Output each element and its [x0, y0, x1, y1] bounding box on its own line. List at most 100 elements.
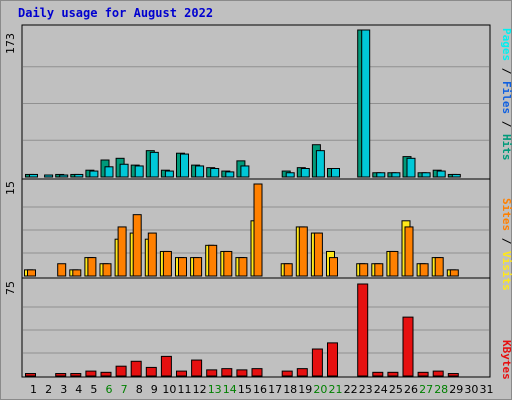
x-tick-label: 28: [434, 383, 448, 396]
bar-sites-day-4: [72, 269, 82, 277]
hits-panel-bars: [25, 29, 461, 178]
bar-sites-day-11: [178, 257, 187, 277]
x-tick-label: 4: [75, 383, 82, 396]
bar-kbytes-day-21: [327, 342, 338, 377]
legend-sites: Sites: [500, 198, 512, 231]
bar-kbytes-day-1: [25, 373, 36, 377]
bar-sites-day-24: [374, 263, 384, 277]
bar-kbytes-day-29: [447, 373, 459, 377]
bar-files-day-5: [89, 170, 99, 178]
bar-sites-day-8: [132, 214, 142, 277]
bar-kbytes-day-15: [236, 369, 248, 377]
legend-pages: Pages: [500, 28, 512, 61]
bar-files-day-18: [285, 172, 295, 178]
kbytes-panel-bars: [25, 283, 459, 377]
x-tick-label: 19: [298, 383, 312, 396]
hits-panel-frame: [21, 24, 491, 180]
bar-kbytes-day-27: [417, 371, 429, 377]
x-tick-label: 21: [329, 383, 343, 396]
legend-hits: Hits: [500, 134, 512, 161]
bar-files-day-8: [134, 165, 144, 178]
bar-sites-day-27: [419, 263, 429, 277]
bar-kbytes-day-19: [296, 368, 308, 377]
bar-files-day-20: [315, 150, 325, 178]
bar-files-day-19: [300, 168, 310, 178]
x-tick-label: 31: [480, 383, 494, 396]
legend-files: Files: [500, 81, 512, 114]
bar-sites-day-9: [147, 232, 157, 277]
bar-files-day-1: [29, 173, 38, 178]
bar-files-day-26: [406, 157, 416, 178]
x-tick-label: 25: [389, 383, 403, 396]
bar-sites-day-28: [434, 257, 444, 277]
x-tick-label: 1: [30, 383, 37, 396]
bar-kbytes-day-13: [206, 369, 218, 377]
bar-files-day-15: [240, 165, 250, 178]
bar-kbytes-day-16: [251, 368, 263, 377]
hits-max-label: 173: [4, 33, 17, 54]
bar-sites-day-10: [162, 250, 172, 277]
x-tick-label: 24: [374, 383, 388, 396]
bar-kbytes-day-25: [387, 371, 399, 377]
kbytes-panel-legend: KBytes: [500, 340, 512, 380]
x-tick-label: 6: [106, 383, 113, 396]
bar-kbytes-day-18: [281, 370, 293, 377]
bar-sites-day-25: [389, 250, 399, 277]
legend-separator: /: [500, 121, 512, 128]
x-tick-label: 16: [253, 383, 267, 396]
bar-kbytes-day-5: [85, 370, 97, 377]
bar-files-day-6: [104, 166, 114, 178]
x-tick-label: 30: [464, 383, 478, 396]
hits-files-panel: 173 Pages / Files / Hits: [4, 24, 512, 180]
x-tick-label: 2: [45, 383, 52, 396]
x-tick-label: 15: [238, 383, 252, 396]
bar-kbytes-day-6: [100, 371, 112, 377]
bar-files-day-29: [451, 173, 461, 178]
bar-sites-day-26: [404, 226, 414, 277]
bar-sites-day-21: [329, 257, 338, 277]
bar-kbytes-day-24: [372, 371, 384, 377]
x-tick-label: 26: [404, 383, 418, 396]
x-tick-label: 12: [193, 383, 207, 396]
x-tick-label: 22: [344, 383, 358, 396]
bar-files-day-4: [74, 173, 84, 178]
bar-files-day-11: [180, 153, 189, 178]
bar-sites-day-3: [57, 263, 67, 277]
bar-files-day-13: [210, 168, 220, 178]
sites-visits-panel: 15 Sites / Visits: [4, 178, 512, 291]
x-tick-label: 17: [268, 383, 282, 396]
sites-max-label: 15: [4, 181, 17, 195]
bar-kbytes-day-20: [311, 348, 323, 377]
sites-panel-legend: Sites / Visits: [500, 198, 512, 291]
bar-sites-day-7: [117, 226, 127, 277]
x-tick-label: 5: [90, 383, 97, 396]
bar-sites-day-29: [449, 269, 459, 277]
bar-kbytes-day-23: [357, 283, 369, 377]
bar-kbytes-day-7: [115, 365, 127, 377]
bar-files-day-9: [149, 151, 159, 178]
x-tick-label: 18: [283, 383, 297, 396]
bar-sites-day-13: [208, 244, 218, 277]
x-tick-label: 8: [136, 383, 143, 396]
x-tick-label: 14: [223, 383, 237, 396]
bar-kbytes-day-3: [55, 373, 67, 377]
x-tick-label: 27: [419, 383, 433, 396]
bar-kbytes-day-14: [221, 368, 233, 377]
bar-sites-day-12: [193, 257, 203, 277]
legend-visits: Visits: [500, 251, 512, 291]
bar-kbytes-day-10: [160, 355, 172, 377]
x-tick-label: 23: [359, 383, 373, 396]
bar-files-day-27: [421, 172, 431, 178]
kbytes-panel-frame: [21, 277, 491, 378]
bar-files-day-7: [119, 163, 129, 178]
bar-sites-day-6: [102, 263, 112, 277]
hits-panel-gridlines: [23, 66, 489, 141]
bar-files-day-10: [164, 170, 174, 178]
bar-sites-day-19: [298, 226, 308, 277]
x-tick-label: 29: [449, 383, 463, 396]
x-tick-label: 11: [178, 383, 192, 396]
bar-kbytes-day-28: [432, 370, 444, 377]
bar-files-day-14: [225, 171, 235, 178]
bar-files-day-2: [44, 174, 54, 178]
